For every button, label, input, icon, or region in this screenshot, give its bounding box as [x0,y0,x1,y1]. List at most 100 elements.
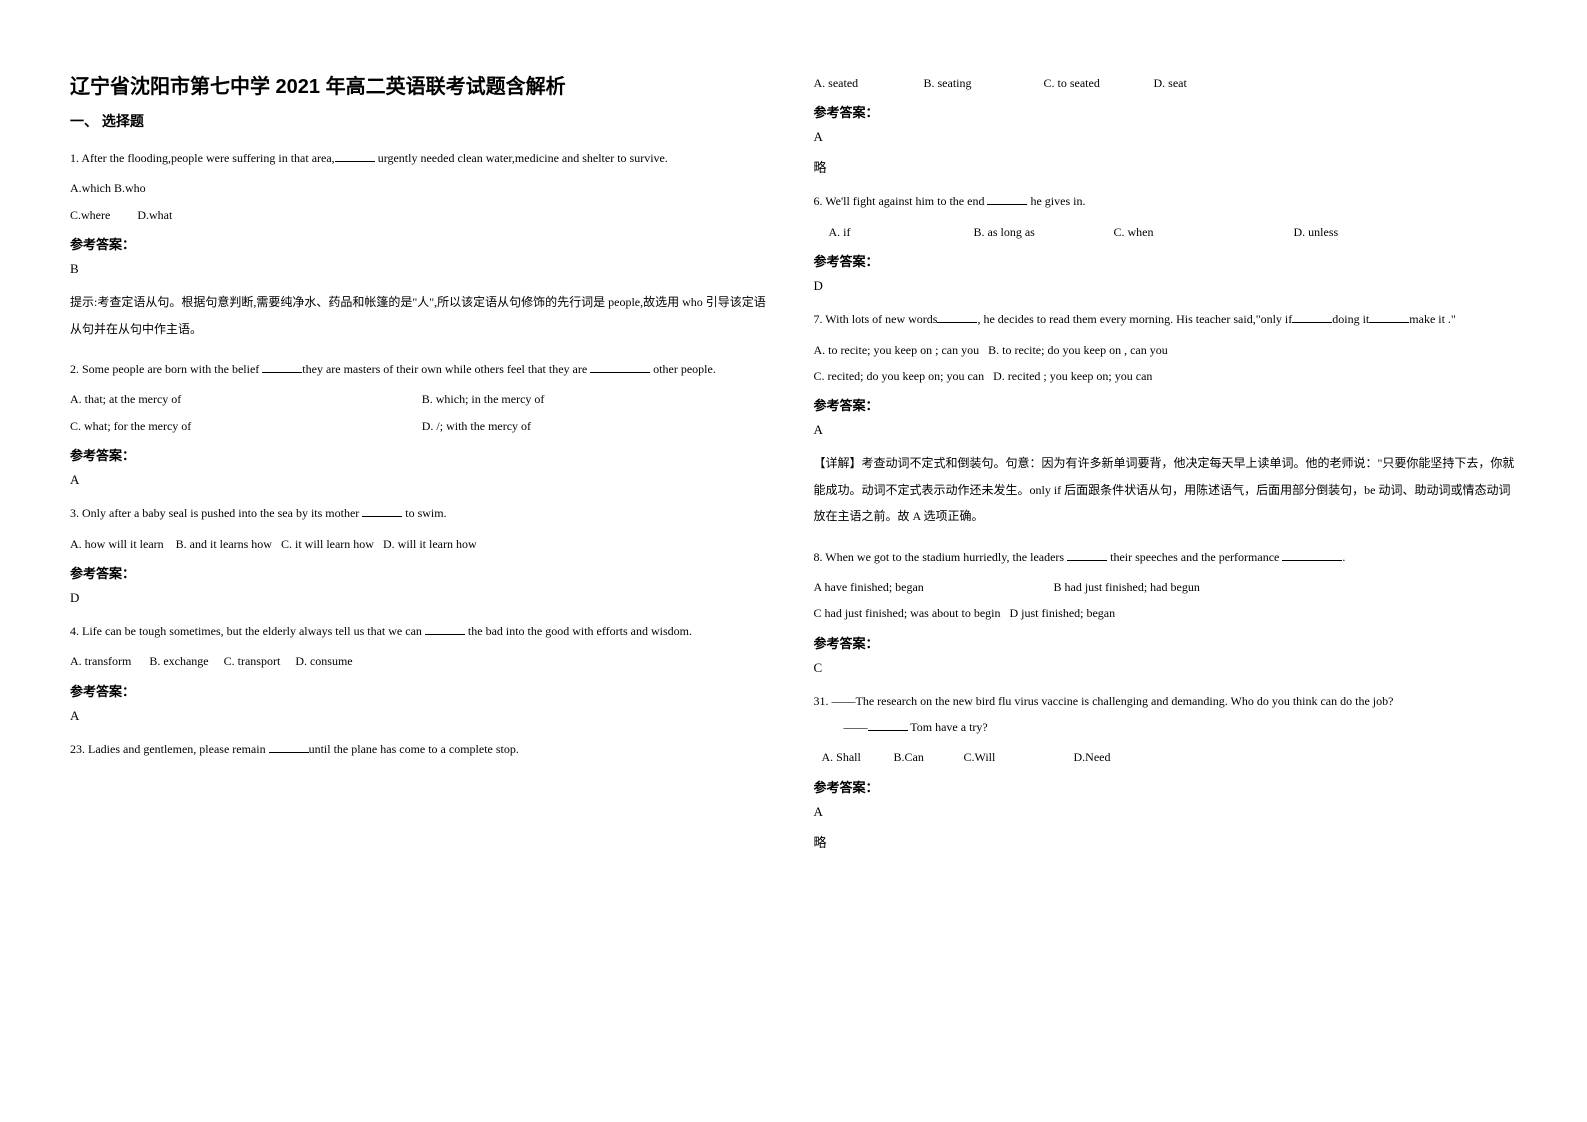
q8-text-c: . [1342,550,1345,564]
q9-opt-b: B.Can [894,744,964,770]
q2-opt-c: C. what; for the mercy of [70,413,422,439]
question-9: 31. ——The research on the new bird flu v… [814,688,1518,741]
q4-answer: A [70,708,774,724]
q1-text-b: urgently needed clean water,medicine and… [375,151,668,165]
question-8: 8. When we got to the stadium hurriedly,… [814,544,1518,570]
q1-explanation: 提示:考查定语从句。根据句意判断,需要纯净水、药品和帐篷的是"人",所以该定语从… [70,289,774,342]
q2-text-a: 2. Some people are born with the belief [70,362,262,376]
q9-opt-d: D.Need [1074,750,1111,764]
q9-opt-a: A. Shall [814,744,894,770]
q5-note: 略 [814,157,1518,176]
q2-answer: A [70,472,774,488]
q2-text-b: they are masters of their own while othe… [302,362,590,376]
q5-opt-a: A. seated [814,70,924,96]
q4-text-a: 4. Life can be tough sometimes, but the … [70,624,425,638]
question-3: 3. Only after a baby seal is pushed into… [70,500,774,526]
q2-opt-a: A. that; at the mercy of [70,386,422,412]
q4-opt-a: A. transform [70,654,131,668]
blank [269,752,309,753]
q7-opt-a: A. to recite; you keep on ; can you [814,343,980,357]
q8-answer-label: 参考答案： [814,633,1518,652]
q3-opt-b: B. and it learns how [176,537,272,551]
q4-opt-b: B. exchange [149,654,208,668]
q7-opt-c: C. recited; do you keep on; you can [814,369,985,383]
q9-options: A. ShallB.CanC.WillD.Need [814,744,1518,770]
q5-opt-d: D. seat [1154,76,1187,90]
q5-answer: A [814,129,1518,145]
q4-answer-label: 参考答案： [70,681,774,700]
q8-opt-a: A have finished; began [814,574,1054,600]
q7-text-c: doing it [1332,312,1369,326]
q9-text-b: —— [844,720,868,734]
q8-opt-c: C had just finished; was about to begin [814,606,1001,620]
q5-text-b: until the plane has come to a complete s… [309,742,519,756]
q6-text-b: he gives in. [1027,194,1085,208]
q6-opt-c: C. when [1114,219,1294,245]
question-6: 6. We'll fight against him to the end he… [814,188,1518,214]
q9-opt-c: C.Will [964,744,1074,770]
q4-opt-d: D. consume [295,654,352,668]
q3-answer: D [70,590,774,606]
blank [1292,322,1332,323]
q7-text-d: make it ." [1409,312,1456,326]
q3-opt-d: D. will it learn how [383,537,477,551]
q1-opt-c: C.where [70,208,110,222]
q1-text-a: 1. After the flooding,people were suffer… [70,151,335,165]
q6-text-a: 6. We'll fight against him to the end [814,194,988,208]
blank [335,161,375,162]
q6-answer-label: 参考答案： [814,251,1518,270]
q8-text-b: their speeches and the performance [1107,550,1282,564]
q4-text-b: the bad into the good with efforts and w… [465,624,692,638]
q3-options: A. how will it learn B. and it learns ho… [70,531,774,557]
q7-answer: A [814,422,1518,438]
blank [937,322,977,323]
q6-opt-a: A. if [814,219,974,245]
q3-text-b: to swim. [402,506,446,520]
q1-opt-b: B.who [114,181,146,195]
q4-opt-c: C. transport [224,654,281,668]
q5-answer-label: 参考答案： [814,102,1518,121]
q6-options: A. ifB. as long asC. whenD. unless [814,219,1518,245]
q1-answer: B [70,261,774,277]
blank [262,372,302,373]
q5-text-a: 23. Ladies and gentlemen, please remain [70,742,269,756]
q4-options: A. transform B. exchange C. transport D.… [70,648,774,674]
q6-opt-d: D. unless [1294,225,1339,239]
blank [987,204,1027,205]
q7-answer-label: 参考答案： [814,395,1518,414]
q3-opt-a: A. how will it learn [70,537,164,551]
q7-text-a: 7. With lots of new words [814,312,938,326]
question-7: 7. With lots of new words, he decides to… [814,306,1518,332]
blank [868,730,908,731]
q5-opt-c: C. to seated [1044,70,1154,96]
q1-opt-d: D.what [137,208,172,222]
blank [1369,322,1409,323]
right-column: A. seatedB. seatingC. to seatedD. seat 参… [794,70,1538,1052]
q7-options: A. to recite; you keep on ; can you B. t… [814,337,1518,390]
section-header: 一、 选择题 [70,111,774,131]
q7-explanation: 【详解】考查动词不定式和倒装句。句意：因为有许多新单词要背，他决定每天早上读单词… [814,450,1518,529]
blank [590,372,650,373]
q8-options: A have finished; beganB had just finishe… [814,574,1518,627]
q2-text-c: other people. [650,362,716,376]
q6-opt-b: B. as long as [974,219,1114,245]
q9-answer-label: 参考答案： [814,777,1518,796]
q3-opt-c: C. it will learn how [281,537,374,551]
q8-answer: C [814,660,1518,676]
q7-opt-d: D. recited ; you keep on; you can [993,369,1152,383]
question-1: 1. After the flooding,people were suffer… [70,145,774,171]
q8-opt-d: D just finished; began [1009,606,1115,620]
document-title: 辽宁省沈阳市第七中学 2021 年高二英语联考试题含解析 [70,70,774,99]
q2-opt-b: B. which; in the mercy of [422,386,545,412]
q5-opt-b: B. seating [924,70,1044,96]
blank [425,634,465,635]
q8-text-a: 8. When we got to the stadium hurriedly,… [814,550,1068,564]
q6-answer: D [814,278,1518,294]
left-column: 辽宁省沈阳市第七中学 2021 年高二英语联考试题含解析 一、 选择题 1. A… [50,70,794,1052]
q1-options: A.which B.who C.where D.what [70,175,774,228]
q9-text-a: 31. ——The research on the new bird flu v… [814,688,1518,714]
q9-answer: A [814,804,1518,820]
question-2: 2. Some people are born with the belief … [70,356,774,382]
q3-text-a: 3. Only after a baby seal is pushed into… [70,506,362,520]
blank [1067,560,1107,561]
